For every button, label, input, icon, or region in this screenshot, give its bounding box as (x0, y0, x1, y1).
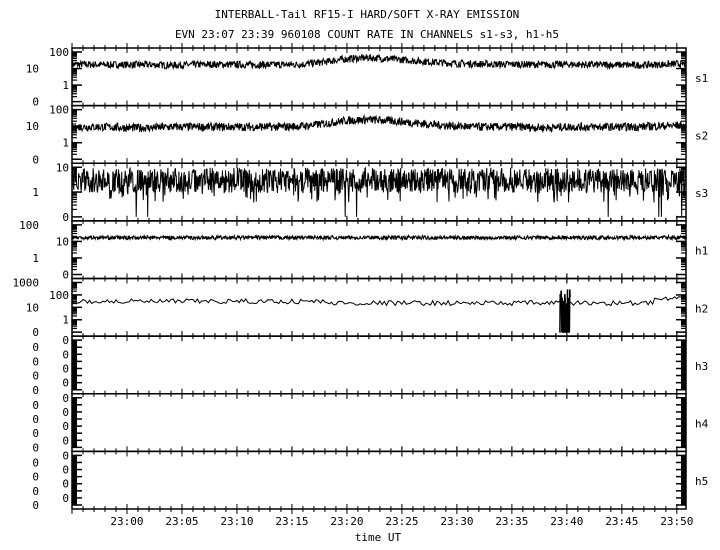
y-tick-label: 0 (62, 464, 69, 477)
series-line-h1 (71, 233, 687, 242)
y-tick-label: 0 (32, 355, 39, 368)
x-tick-label: 23:30 (440, 515, 473, 528)
y-tick-label: 100 (19, 219, 39, 232)
y-tick-label: 0 (32, 441, 39, 454)
y-tick-label: 10 (56, 161, 69, 174)
x-tick-label: 23:40 (550, 515, 583, 528)
y-tick-label: 0 (32, 499, 39, 512)
x-tick-label: 23:10 (220, 515, 253, 528)
series-line-s3 (71, 166, 687, 217)
y-tick-label: 0 (32, 384, 39, 397)
y-tick-label: 0 (32, 485, 39, 498)
y-tick-label: 0 (32, 153, 39, 166)
y-tick-label: 0 (32, 326, 39, 339)
y-tick-label: 0 (62, 434, 69, 447)
burst-line-h2 (559, 289, 571, 333)
panel-frame (71, 450, 687, 510)
panel-frame (71, 277, 687, 337)
channel-label-h4: h4 (695, 418, 709, 431)
y-tick-label: 0 (62, 211, 69, 224)
x-tick-label: 23:20 (330, 515, 363, 528)
x-tick-label: 23:15 (275, 515, 308, 528)
panel-frame (71, 393, 687, 453)
channel-label-h2: h2 (695, 302, 708, 315)
y-tick-label: 0 (62, 334, 69, 347)
x-tick-label: 23:45 (605, 515, 638, 528)
chart-subtitle: EVN 23:07 23:39 960108 COUNT RATE IN CHA… (175, 28, 559, 41)
y-tick-label: 0 (32, 413, 39, 426)
y-tick-label: 0 (62, 406, 69, 419)
series-line-h2 (71, 296, 686, 307)
y-tick-label: 0 (62, 392, 69, 405)
y-tick-label: 10 (26, 301, 39, 314)
channel-label-h3: h3 (695, 360, 708, 373)
y-tick-label: 100 (49, 289, 69, 302)
y-tick-label: 0 (62, 377, 69, 390)
x-tick-label: 23:35 (495, 515, 528, 528)
panel-frame (71, 220, 687, 280)
y-tick-label: 0 (62, 269, 69, 282)
y-tick-label: 1 (62, 137, 69, 150)
y-tick-label: 0 (32, 370, 39, 383)
y-tick-label: 0 (32, 341, 39, 354)
y-tick-label: 0 (62, 362, 69, 375)
x-axis-label: time UT (355, 531, 402, 544)
panels: 1001010s11001010s21010s31001010h11000100… (13, 43, 709, 528)
x-tick-label: 23:50 (660, 515, 693, 528)
y-tick-label: 100 (49, 46, 69, 59)
y-tick-label: 100 (49, 104, 69, 117)
y-tick-label: 1 (62, 79, 69, 92)
channel-label-h1: h1 (695, 245, 708, 258)
y-tick-label: 1 (32, 186, 39, 199)
y-tick-label: 10 (56, 235, 69, 248)
y-tick-label: 0 (32, 399, 39, 412)
series-line-s1 (71, 53, 686, 71)
y-tick-label: 1000 (13, 277, 40, 290)
y-tick-label: 10 (26, 63, 39, 76)
panel-frame (71, 104, 687, 164)
panel-frame (71, 335, 687, 395)
y-tick-label: 1 (62, 314, 69, 327)
channel-label-s1: s1 (695, 72, 708, 85)
channel-label-s2: s2 (695, 129, 708, 142)
y-tick-label: 0 (62, 420, 69, 433)
channel-label-s3: s3 (695, 187, 708, 200)
x-tick-label: 23:05 (165, 515, 198, 528)
y-tick-label: 0 (62, 492, 69, 505)
y-tick-label: 0 (32, 471, 39, 484)
x-tick-label: 23:00 (110, 515, 143, 528)
y-tick-label: 10 (26, 120, 39, 133)
series-line-s2 (71, 113, 687, 134)
y-tick-label: 0 (32, 96, 39, 109)
y-tick-label: 0 (32, 456, 39, 469)
chart-title: INTERBALL-Tail RF15-I HARD/SOFT X-RAY EM… (215, 8, 520, 21)
y-tick-label: 0 (32, 427, 39, 440)
x-tick-label: 23:25 (385, 515, 418, 528)
y-tick-label: 0 (62, 348, 69, 361)
y-tick-label: 0 (62, 478, 69, 491)
y-tick-label: 0 (62, 449, 69, 462)
channel-label-h5: h5 (695, 475, 708, 488)
y-tick-label: 1 (32, 252, 39, 265)
